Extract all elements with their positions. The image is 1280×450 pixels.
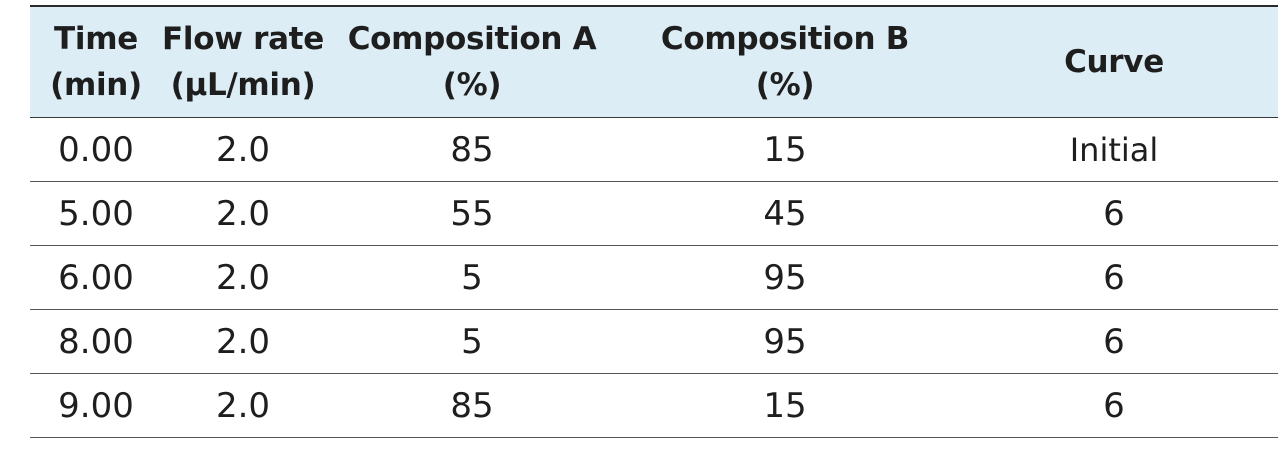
cell-composition-b: 95 xyxy=(763,321,807,362)
header-time-label: Time xyxy=(54,21,138,57)
table-row: 5.00 2.0 55 45 6 xyxy=(30,182,1278,246)
cell-flow-rate: 2.0 xyxy=(215,257,271,298)
header-flow-rate: Flow rate (µL/min) xyxy=(162,6,324,118)
cell-composition-b: 45 xyxy=(763,193,807,234)
table-row: 0.00 2.0 85 15 Initial xyxy=(30,118,1278,182)
table-row: 6.00 2.0 5 95 6 xyxy=(30,246,1278,310)
cell-curve: 6 xyxy=(1103,193,1125,234)
table-row: 8.00 2.0 5 95 6 xyxy=(30,310,1278,374)
cell-time: 6.00 xyxy=(58,257,134,298)
header-curve-label: Curve xyxy=(1064,44,1164,80)
cell-time: 5.00 xyxy=(58,193,134,234)
header-curve: Curve xyxy=(950,6,1278,118)
cell-time: 8.00 xyxy=(58,321,134,362)
cell-flow-rate: 2.0 xyxy=(215,193,271,234)
header-composition-b: Composition B (%) xyxy=(620,6,950,118)
cell-curve: 6 xyxy=(1103,385,1125,426)
table-row: 9.00 2.0 85 15 6 xyxy=(30,374,1278,438)
cell-time: 0.00 xyxy=(58,129,134,170)
cell-composition-b: 15 xyxy=(763,385,807,426)
cell-composition-b: 15 xyxy=(763,129,807,170)
cell-curve: 6 xyxy=(1103,321,1125,362)
header-time: Time (min) xyxy=(30,6,162,118)
cell-composition-a: 55 xyxy=(450,193,494,234)
cell-flow-rate: 2.0 xyxy=(215,321,271,362)
header-composition-b-unit: (%) xyxy=(755,67,815,103)
cell-composition-a: 85 xyxy=(450,385,494,426)
header-composition-a-unit: (%) xyxy=(442,67,502,103)
header-composition-a: Composition A (%) xyxy=(324,6,620,118)
cell-curve: 6 xyxy=(1103,257,1125,298)
header-composition-a-label: Composition A xyxy=(347,21,597,57)
header-row: Time (min) Flow rate (µL/min) Compositio… xyxy=(30,6,1278,118)
cell-composition-a: 5 xyxy=(461,257,483,298)
cell-curve: Initial xyxy=(1069,130,1159,169)
header-time-unit: (min) xyxy=(50,67,142,103)
cell-time: 9.00 xyxy=(58,385,134,426)
gradient-table-container: Time (min) Flow rate (µL/min) Compositio… xyxy=(30,5,1278,438)
header-flow-rate-unit: (µL/min) xyxy=(170,67,316,103)
table-body: 0.00 2.0 85 15 Initial 5.00 2.0 55 45 6 … xyxy=(30,118,1278,438)
cell-composition-b: 95 xyxy=(763,257,807,298)
header-composition-b-label: Composition B xyxy=(660,21,910,57)
cell-flow-rate: 2.0 xyxy=(215,129,271,170)
table-header: Time (min) Flow rate (µL/min) Compositio… xyxy=(30,6,1278,118)
gradient-table: Time (min) Flow rate (µL/min) Compositio… xyxy=(30,5,1278,438)
cell-composition-a: 5 xyxy=(461,321,483,362)
cell-composition-a: 85 xyxy=(450,129,494,170)
header-flow-rate-label: Flow rate xyxy=(162,21,324,57)
cell-flow-rate: 2.0 xyxy=(215,385,271,426)
